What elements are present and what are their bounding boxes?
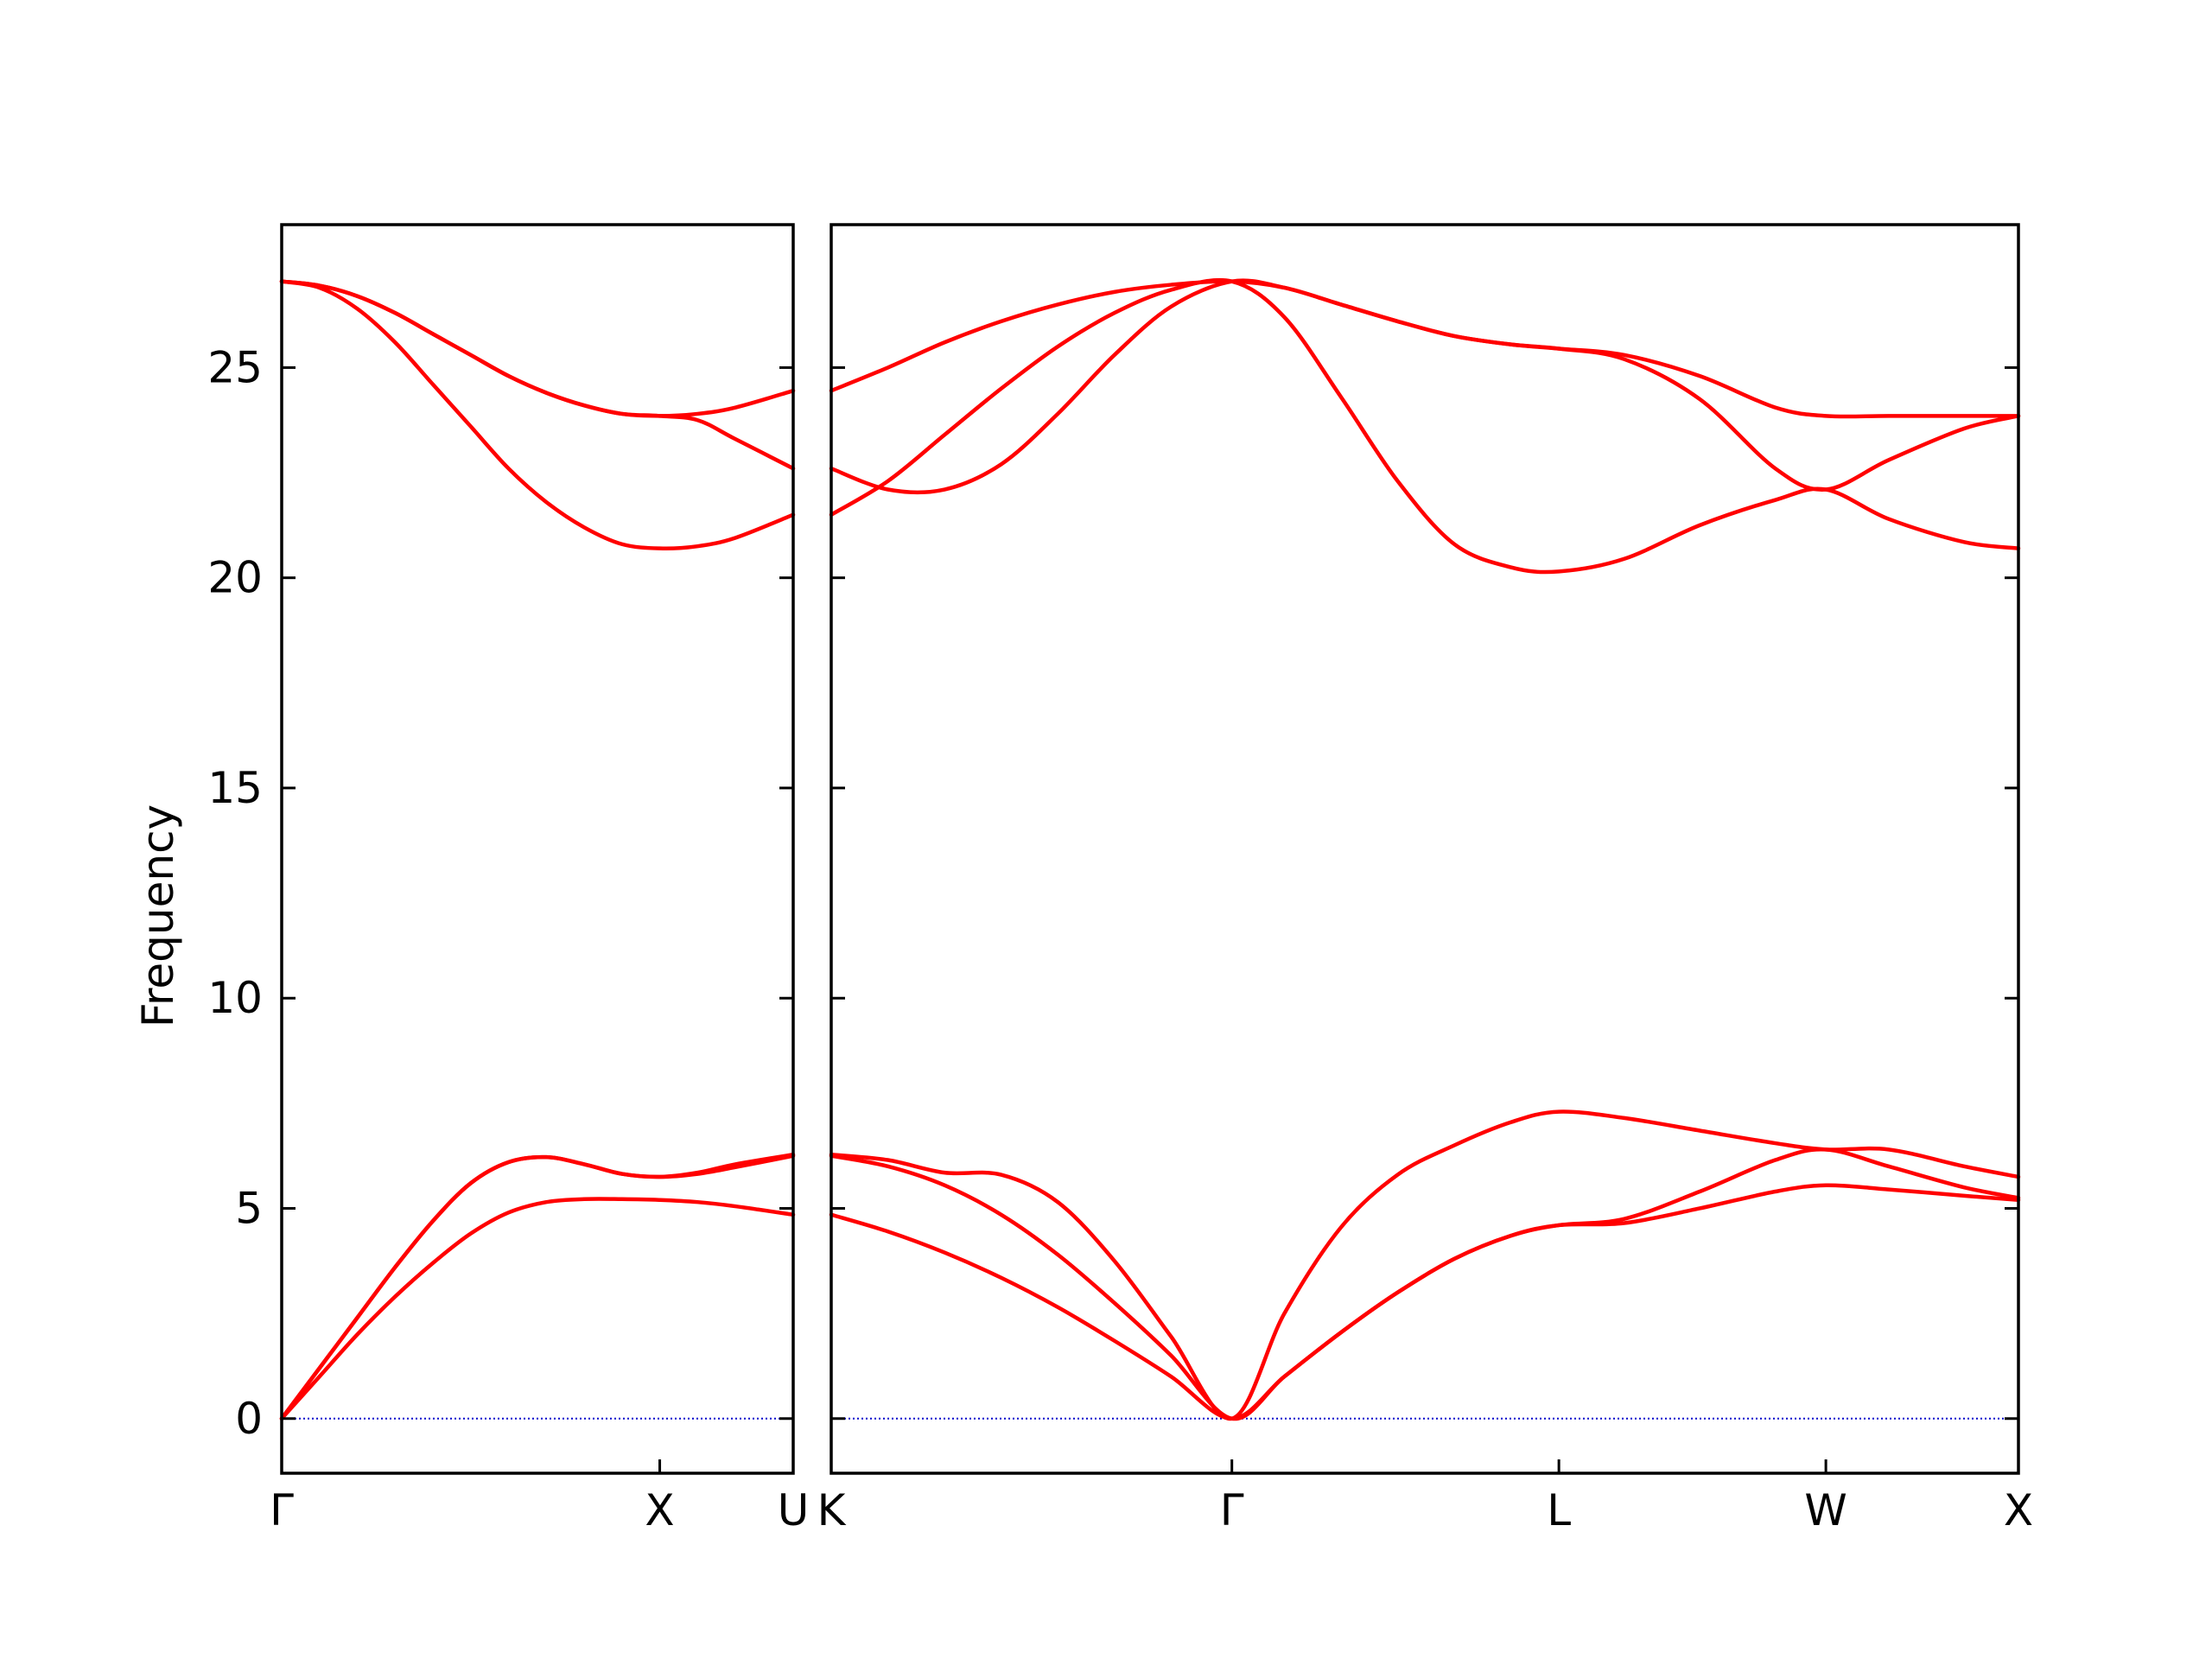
plot-frame: [830, 223, 2020, 1475]
y-tick-label: 20: [207, 553, 263, 603]
band-line-4: [829, 277, 2021, 575]
y-tick-label: 25: [207, 342, 263, 392]
band-line-3: [279, 1154, 796, 1421]
band-line-3: [829, 1109, 2021, 1421]
y-axis-label: Frequency: [133, 804, 183, 1027]
y-tick-label: 0: [235, 1394, 263, 1444]
x-tick-label: L: [1547, 1485, 1571, 1535]
x-tick-label: K: [817, 1485, 847, 1535]
band-line-4: [279, 279, 796, 550]
panel-gamma-x-u: 0 5 10 15 20 25 Γ X U: [207, 223, 810, 1535]
band-line-2: [279, 1152, 796, 1421]
x-tick-label: X: [2004, 1485, 2033, 1535]
x-tick-label: Γ: [270, 1485, 294, 1535]
band-line-1: [279, 1197, 796, 1421]
x-tick-label: U: [778, 1485, 810, 1535]
band-line-6: [829, 279, 2021, 419]
band-line-5: [829, 278, 2021, 495]
y-tick-label: 10: [207, 973, 263, 1023]
plot-frame: [280, 223, 795, 1475]
x-tick-label: X: [645, 1485, 674, 1535]
band-line-5: [279, 279, 796, 418]
band-line-2: [829, 1147, 2021, 1421]
x-tick-label: Γ: [1220, 1485, 1244, 1535]
band-line-6: [279, 279, 796, 471]
y-tick-label: 5: [235, 1183, 263, 1233]
y-tick-label: 15: [207, 763, 263, 813]
x-tick-label: W: [1804, 1485, 1847, 1535]
